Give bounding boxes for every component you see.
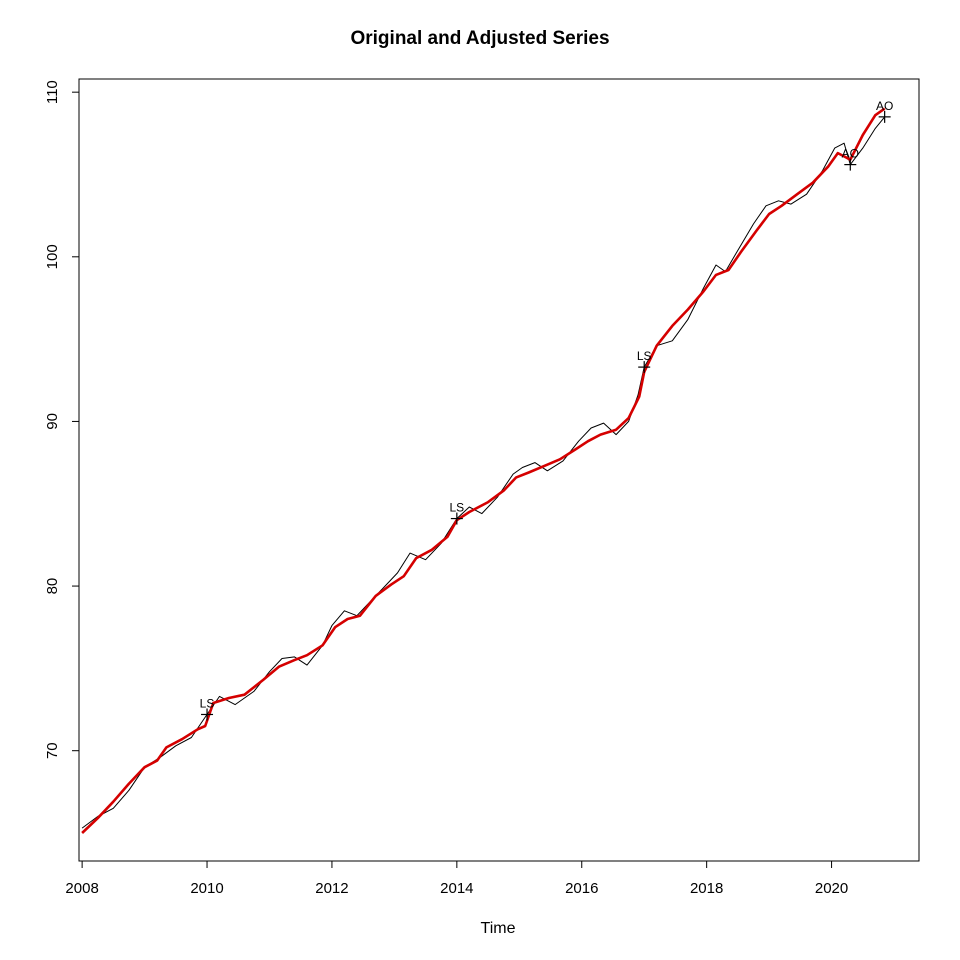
x-tick-label: 2014 xyxy=(440,880,473,897)
y-axis: 70 80 90 100 110 xyxy=(44,80,80,759)
y-tick-label: 110 xyxy=(44,80,61,104)
x-tick-label: 2018 xyxy=(690,880,723,897)
y-tick-label: 90 xyxy=(44,413,61,430)
x-tick-label: 2010 xyxy=(190,880,223,897)
series-layer xyxy=(81,107,886,834)
y-tick-label: 100 xyxy=(44,244,61,269)
outlier-label: AO xyxy=(842,147,859,161)
x-tick-label: 2012 xyxy=(315,880,348,897)
outlier-label: LS xyxy=(637,349,652,363)
y-tick-label: 80 xyxy=(44,578,61,595)
outlier-label: LS xyxy=(450,501,465,515)
x-tick-label: 2020 xyxy=(815,880,848,897)
outlier-label: AO xyxy=(876,99,893,113)
chart-title: Original and Adjusted Series xyxy=(350,28,610,49)
x-axis-label: Time xyxy=(480,920,516,937)
annotation-layer: LS LS LS AO AO xyxy=(200,99,893,721)
series-line-original xyxy=(81,116,886,829)
outlier-label: LS xyxy=(200,696,215,710)
x-tick-label: 2008 xyxy=(65,880,98,897)
series-line-adjusted xyxy=(81,107,886,834)
x-tick-label: 2016 xyxy=(565,880,598,897)
y-tick-label: 70 xyxy=(44,742,61,759)
x-axis: 2008 2010 2012 2014 2016 2018 2020 xyxy=(65,860,848,897)
